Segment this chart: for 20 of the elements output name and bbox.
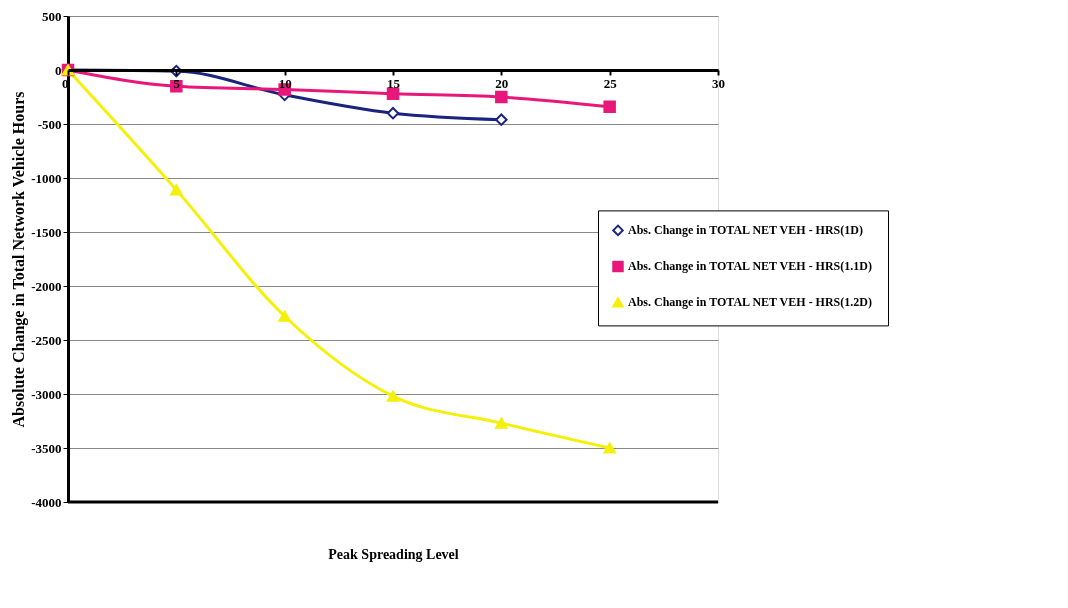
y-tick-label: -4000	[31, 494, 62, 510]
y-tick-label: -500	[37, 116, 62, 132]
x-tick-label: 20	[495, 75, 509, 91]
y-tick-label: 500	[42, 8, 62, 24]
x-tick-label: 25	[603, 75, 618, 91]
y-tick-label: -1000	[31, 170, 62, 186]
y-tick-label: 0	[55, 62, 62, 78]
legend-label: Abs. Change in TOTAL NET VEH - HRS(1.1D)	[628, 259, 872, 274]
legend-label: Abs. Change in TOTAL NET VEH - HRS(1D)	[628, 223, 863, 238]
x-tick-label: 30	[712, 75, 725, 91]
x-axis-title: Peak Spreading Level	[328, 546, 459, 562]
y-tick-label: -3500	[31, 440, 62, 456]
y-tick-label: -2500	[31, 332, 62, 348]
y-tick-label: -1500	[31, 224, 62, 240]
x-tick-label: 5	[173, 75, 181, 91]
legend-label: Abs. Change in TOTAL NET VEH - HRS(1.2D)	[628, 295, 872, 310]
x-tick-label: 15	[387, 75, 401, 91]
y-tick-label: -3000	[31, 386, 62, 402]
y-tick-label: -2000	[31, 278, 62, 294]
y-axis-title: Absolute Change in Total Network Vehicle Hours	[10, 91, 29, 428]
